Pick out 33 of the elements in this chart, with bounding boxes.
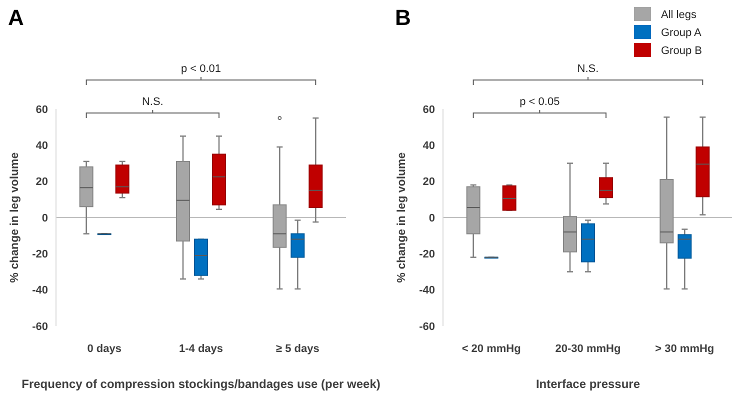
y-tick-label: -20 — [32, 248, 48, 261]
x-tick-label: 0 days — [87, 343, 122, 355]
y-tick-label: 60 — [36, 104, 48, 116]
y-tick-label: -60 — [419, 320, 435, 333]
y-tick-label: 40 — [36, 140, 48, 152]
y-tick-label: 40 — [422, 140, 435, 152]
x-axis-title: Frequency of compression stockings/bandages use (per week) — [22, 377, 380, 391]
chart-title: B — [395, 5, 411, 30]
text: p < 0.01 — [180, 63, 222, 75]
y-tick-label: -40 — [419, 284, 435, 297]
x-tick-label: ≥ 5 days — [276, 343, 320, 355]
chart-title: A — [8, 5, 24, 30]
x-tick-label: 20-30 mmHg — [555, 343, 621, 355]
x-tick-label: 1-4 days — [178, 343, 224, 355]
legend-label: Group B — [661, 44, 702, 57]
text: N.S. — [142, 96, 164, 108]
y-tick-label: 60 — [422, 104, 435, 116]
text: p < 0.05 — [520, 96, 560, 108]
legend-label: Group A — [661, 26, 702, 39]
y-tick-label: 20 — [36, 176, 48, 188]
x-tick-label: < 20 mmHg — [462, 343, 521, 355]
y-tick-label: 20 — [422, 176, 435, 188]
y-tick-label: 0 — [42, 212, 48, 224]
y-tick-label: -60 — [32, 320, 48, 333]
y-tick-label: 0 — [428, 212, 435, 224]
x-axis-title: Interface pressure — [536, 377, 640, 391]
text: N.S. — [577, 63, 599, 75]
x-tick-label: > 30 mmHg — [655, 343, 714, 355]
y-axis-title: % change in leg volume — [396, 152, 408, 283]
legend-label: All legs — [661, 8, 697, 21]
y-axis-title: % change in leg volume — [9, 152, 21, 283]
y-tick-label: -20 — [419, 248, 435, 261]
y-tick-label: -40 — [32, 284, 48, 297]
